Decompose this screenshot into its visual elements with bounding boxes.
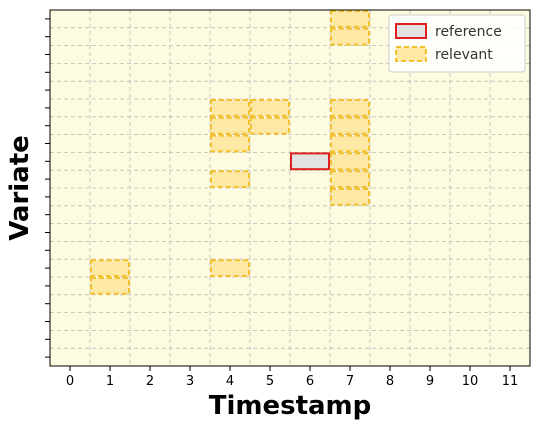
relevant-cell (210, 259, 250, 278)
relevant-cell (210, 99, 250, 117)
relevant-cell (90, 277, 130, 295)
relevant-cell (210, 134, 250, 153)
x-tick-label: 5 (266, 374, 274, 389)
relevant-cell (250, 116, 290, 135)
x-axis-label: Timestamp (209, 391, 372, 421)
legend: reference relevant (388, 14, 526, 73)
x-tick-label: 11 (502, 374, 519, 389)
x-tick-label: 3 (186, 374, 194, 389)
legend-swatch-relevant (395, 46, 427, 62)
x-tick-label: 2 (146, 374, 154, 389)
relevant-cell (330, 188, 370, 206)
legend-label-reference: reference (435, 24, 502, 40)
x-ticks: 0 1 2 3 4 5 6 7 8 9 10 11 (66, 366, 518, 389)
x-tick-label: 10 (462, 374, 479, 389)
plot-frame (49, 9, 531, 367)
x-tick-label: 1 (106, 374, 114, 389)
y-axis-label: Variate (5, 135, 35, 241)
relevant-cell (330, 134, 370, 153)
x-tick-label: 4 (226, 374, 234, 389)
x-tick-label: 0 (66, 374, 74, 389)
x-tick-label: 8 (386, 374, 394, 389)
legend-swatch-reference (395, 23, 427, 39)
relevant-cell (250, 99, 290, 117)
relevant-cell (210, 170, 250, 188)
relevant-cell (330, 10, 370, 28)
x-tick-label: 7 (346, 374, 354, 389)
legend-label-relevant: relevant (435, 47, 493, 63)
relevant-cell (330, 170, 370, 188)
relevant-cell (90, 259, 130, 278)
cells (90, 10, 370, 295)
relevant-cell (210, 116, 250, 135)
relevant-cell (330, 99, 370, 117)
reference-cell (290, 152, 330, 171)
y-ticks (45, 18, 50, 358)
relevant-cell (330, 116, 370, 135)
relevant-cell (330, 152, 370, 171)
x-tick-label: 9 (426, 374, 434, 389)
x-tick-label: 6 (306, 374, 314, 389)
relevant-cell (330, 27, 370, 46)
